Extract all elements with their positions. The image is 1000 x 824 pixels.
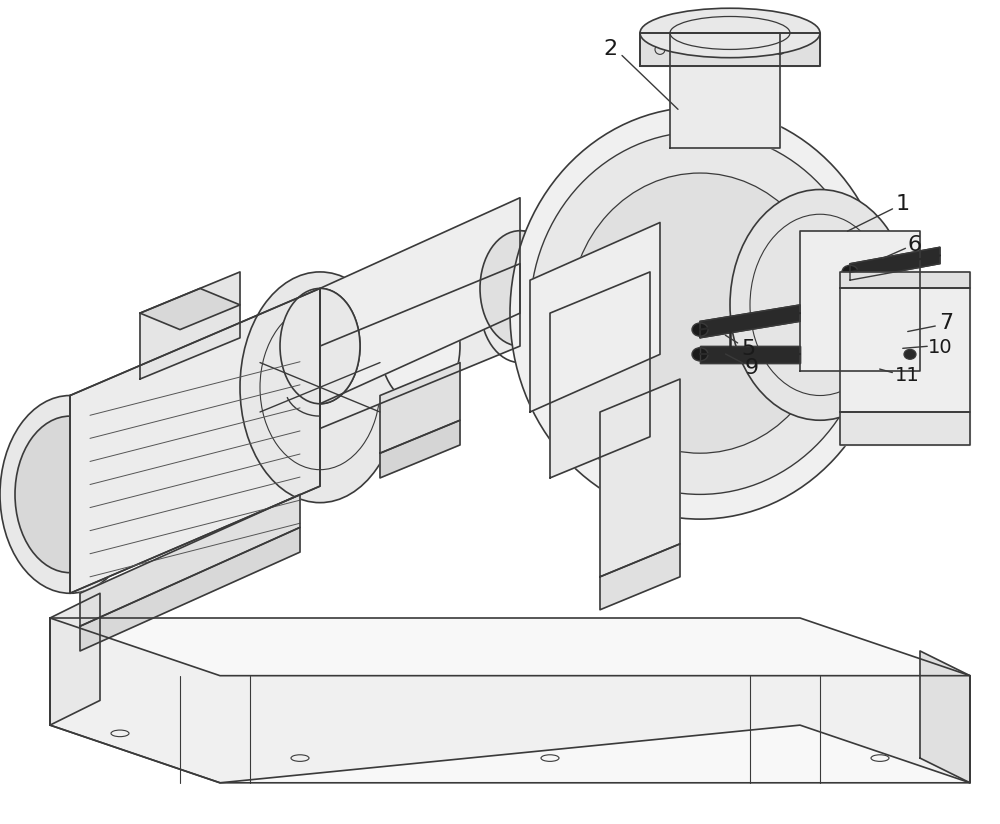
Text: 5: 5 xyxy=(741,339,755,358)
Ellipse shape xyxy=(280,288,360,404)
Polygon shape xyxy=(550,272,650,478)
Polygon shape xyxy=(840,288,970,412)
Polygon shape xyxy=(380,363,460,453)
Ellipse shape xyxy=(480,231,560,346)
Polygon shape xyxy=(140,288,240,330)
Ellipse shape xyxy=(380,288,460,404)
Polygon shape xyxy=(50,593,100,725)
Text: 2: 2 xyxy=(603,40,617,59)
Ellipse shape xyxy=(240,272,400,503)
Polygon shape xyxy=(700,346,800,363)
Polygon shape xyxy=(670,33,780,148)
Polygon shape xyxy=(80,527,300,651)
Text: 6: 6 xyxy=(908,235,922,255)
Polygon shape xyxy=(140,272,240,379)
Polygon shape xyxy=(70,288,320,593)
Ellipse shape xyxy=(570,173,830,453)
Polygon shape xyxy=(50,618,970,783)
Text: 7: 7 xyxy=(939,313,953,333)
Text: 1: 1 xyxy=(896,194,910,214)
Ellipse shape xyxy=(842,265,858,279)
Polygon shape xyxy=(840,272,970,288)
Polygon shape xyxy=(320,264,520,428)
Text: 9: 9 xyxy=(745,358,759,378)
Ellipse shape xyxy=(640,8,820,58)
Ellipse shape xyxy=(730,190,910,420)
Polygon shape xyxy=(700,305,800,338)
Ellipse shape xyxy=(692,323,708,336)
Polygon shape xyxy=(600,544,680,610)
Text: 11: 11 xyxy=(895,366,919,386)
Polygon shape xyxy=(840,412,970,445)
Polygon shape xyxy=(530,222,660,412)
Polygon shape xyxy=(600,379,680,577)
Ellipse shape xyxy=(250,288,390,486)
Polygon shape xyxy=(320,198,520,404)
Polygon shape xyxy=(640,33,820,66)
Polygon shape xyxy=(920,651,970,783)
Polygon shape xyxy=(380,420,460,478)
Ellipse shape xyxy=(904,349,916,359)
Text: 10: 10 xyxy=(928,338,952,358)
Ellipse shape xyxy=(0,396,140,593)
Ellipse shape xyxy=(530,132,870,494)
Polygon shape xyxy=(850,247,940,280)
Polygon shape xyxy=(50,618,970,783)
Polygon shape xyxy=(80,494,300,626)
Polygon shape xyxy=(70,288,320,593)
Polygon shape xyxy=(800,231,920,371)
Ellipse shape xyxy=(15,416,125,573)
Ellipse shape xyxy=(692,348,708,361)
Ellipse shape xyxy=(510,107,890,519)
